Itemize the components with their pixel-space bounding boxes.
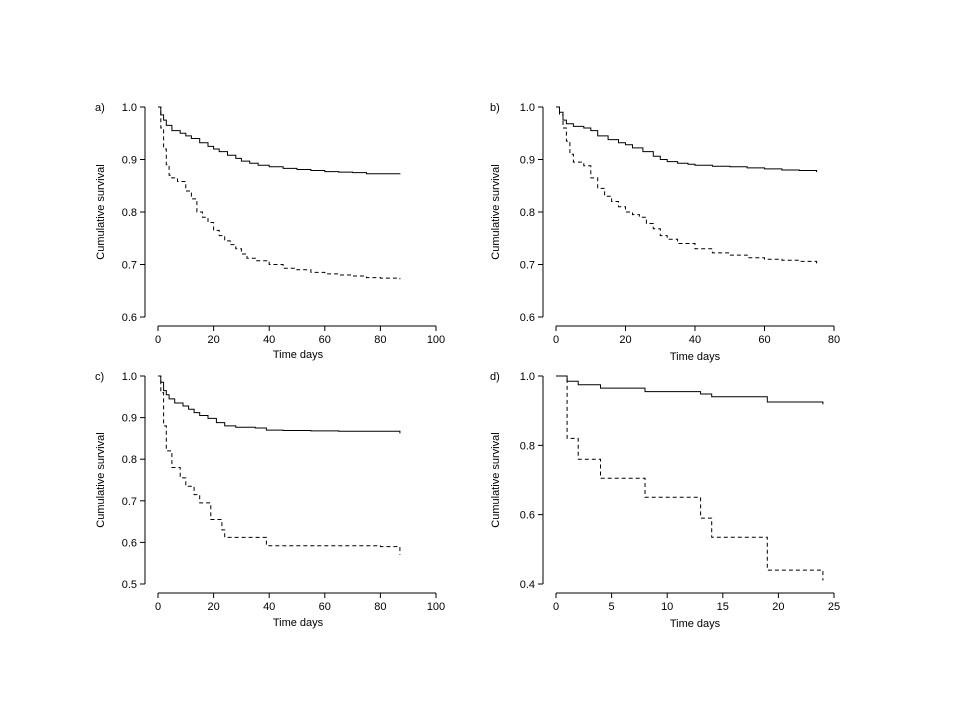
x-tick-label: 40 [689,334,701,346]
survival-curve-solid [556,375,824,405]
x-tick-label: 100 [427,334,445,346]
x-tick-label: 60 [319,334,331,346]
x-tick-label: 25 [828,601,840,613]
panel-label: a) [95,102,105,114]
x-axis-title: Time days [273,349,324,361]
y-tick-label: 0.5 [122,579,137,591]
panel-label: d) [490,371,500,383]
x-tick-label: 0 [155,334,161,346]
survival-curve-dashed [556,106,818,265]
x-axis-title: Time days [273,617,324,629]
survival-curve-solid [556,106,818,173]
y-tick-label: 0.7 [122,260,137,272]
x-tick-label: 60 [758,334,770,346]
x-tick-label: 10 [661,601,673,613]
y-tick-label: 0.7 [520,260,535,272]
x-tick-label: 80 [828,334,840,346]
x-tick-label: 60 [319,601,331,613]
x-tick-label: 20 [207,334,219,346]
survival-curve-dashed [158,375,401,555]
y-tick-label: 0.8 [122,207,137,219]
survival-curve-dashed [158,106,401,280]
y-axis-title: Cumulative survival [490,432,502,527]
x-tick-label: 40 [263,334,275,346]
panel-c: c) Cumulative survival Time days 0 20 40 60… [95,371,445,629]
x-tick-label: 0 [155,601,161,613]
y-tick-label: 0.9 [520,155,535,167]
y-tick-label: 0.8 [520,440,535,452]
y-tick-label: 0.9 [122,155,137,167]
x-tick-label: 0 [553,601,559,613]
y-tick-label: 1.0 [122,102,137,114]
y-tick-label: 0.8 [122,454,137,466]
x-tick-label: 40 [263,601,275,613]
x-tick-label: 80 [374,601,386,613]
plot-area: 0 5 10 15 20 25 0.4 0.6 0.8 1.0 [520,371,840,613]
panel-b: b) Cumulative survival Time days 0 20 40 60… [490,102,840,363]
x-tick-label: 20 [772,601,784,613]
x-tick-label: 5 [609,601,615,613]
x-tick-label: 80 [374,334,386,346]
y-tick-label: 0.4 [520,579,535,591]
plot-area: 0 20 40 60 80 100 0.6 0.7 0.8 0.9 1.0 [122,102,445,346]
x-tick-label: 0 [553,334,559,346]
x-tick-label: 20 [619,334,631,346]
y-axis-title: Cumulative survival [95,164,107,259]
y-tick-label: 0.7 [122,496,137,508]
survival-curve-solid [158,106,401,175]
y-axis-title: Cumulative survival [490,164,502,259]
y-tick-label: 0.6 [520,312,535,324]
survival-curve-dashed [556,375,824,581]
y-axis-title: Cumulative survival [95,432,107,527]
y-tick-label: 0.6 [122,312,137,324]
y-tick-label: 0.9 [122,413,137,425]
y-tick-label: 0.6 [520,510,535,522]
x-tick-label: 15 [717,601,729,613]
plot-area: 0 20 40 60 80 100 0.5 0.6 0.7 0.8 0.9 1.0 [122,371,445,613]
y-tick-label: 1.0 [520,102,535,114]
x-tick-label: 100 [427,601,445,613]
y-tick-label: 0.6 [122,537,137,549]
panel-a: a) Cumulative survival Time days 0 20 40 60… [95,102,445,361]
y-tick-label: 0.8 [520,207,535,219]
y-tick-label: 1.0 [122,371,137,383]
x-tick-label: 20 [207,601,219,613]
x-axis-title: Time days [670,618,721,630]
panel-label: c) [95,371,104,383]
panel-label: b) [490,102,500,114]
y-tick-label: 1.0 [520,371,535,383]
survival-curve-solid [158,375,401,434]
plot-area: 0 20 40 60 80 0.6 0.7 0.8 0.9 1.0 [520,102,840,346]
x-axis-title: Time days [670,351,721,363]
panel-d: d) Cumulative survival Time days 0 5 10 15 2… [490,371,840,630]
